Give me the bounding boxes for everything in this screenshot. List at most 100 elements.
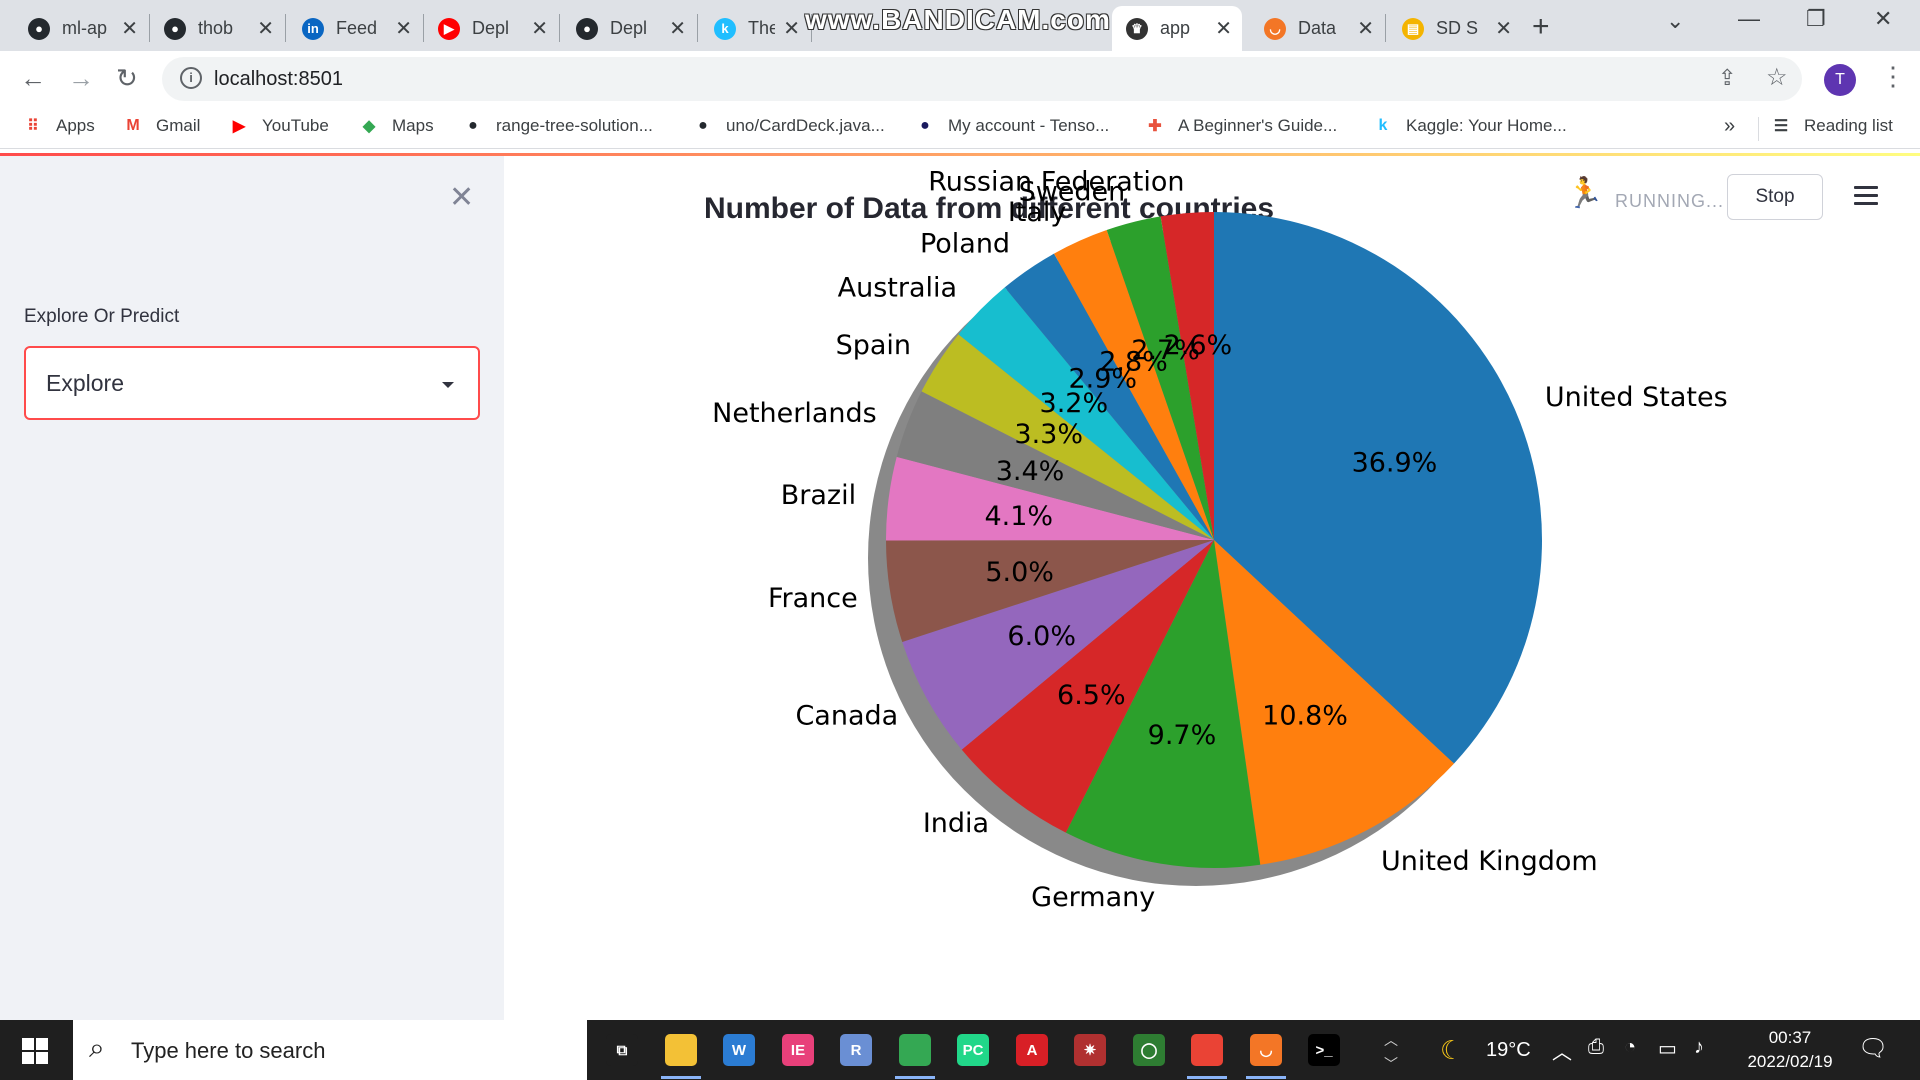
reload-icon[interactable]: ↻ [116, 63, 138, 93]
browser-tab[interactable]: k The S ✕ [700, 6, 810, 51]
wifi-icon[interactable]: ◔ [1624, 1036, 1637, 1058]
bookmark-item[interactable]: ▶ YouTube [228, 115, 329, 137]
browser-tab[interactable]: ▤ SD S ✕ [1388, 6, 1522, 51]
notifications-icon[interactable]: 🗨 [1858, 1035, 1889, 1062]
tab-close-icon[interactable]: ✕ [1215, 18, 1232, 40]
tab-close-icon[interactable]: ✕ [1357, 18, 1374, 40]
tab-separator [1385, 14, 1386, 42]
bookmark-label: Maps [392, 116, 434, 135]
address-bar[interactable]: i localhost:8501 ⇪ ☆ [162, 57, 1802, 101]
forward-arrow-icon[interactable]: → [68, 63, 94, 93]
bookmark-item[interactable]: M Gmail [122, 115, 200, 137]
chrome-icon[interactable] [899, 1034, 931, 1066]
browser-tab[interactable]: ▶ Depl ✕ [424, 6, 558, 51]
browser-tab[interactable]: ♛ app ✕ [1112, 6, 1242, 51]
bookmark-star-icon[interactable]: ☆ [1766, 64, 1788, 91]
pycharm-icon[interactable]: PC [957, 1034, 989, 1066]
window-close-button[interactable]: ✕ [1874, 6, 1893, 31]
bookmark-item[interactable]: ◆ Maps [358, 115, 434, 137]
tab-separator [811, 14, 812, 42]
pie-percent-label: 4.1% [984, 501, 1053, 532]
browser-tab[interactable]: ● thob ✕ [150, 6, 284, 51]
minimize-button[interactable]: — [1738, 6, 1760, 31]
explore-or-predict-select[interactable]: Explore [24, 346, 480, 420]
tab-title: thob [198, 18, 234, 38]
share-icon[interactable]: ⇪ [1718, 65, 1737, 90]
tab-close-icon[interactable]: ✕ [783, 18, 800, 40]
restore-button[interactable]: ❐ [1806, 6, 1826, 31]
bookmark-item[interactable]: ✚ A Beginner's Guide... [1144, 115, 1337, 137]
github-icon: ● [576, 17, 598, 40]
tab-title: Depl [472, 18, 510, 38]
tab-close-icon[interactable]: ✕ [121, 18, 138, 40]
url-text[interactable]: localhost:8501 [214, 68, 343, 90]
bookmarks-overflow-button[interactable]: » [1724, 115, 1736, 137]
tray-chevron-icon[interactable]: ︿ [1552, 1042, 1572, 1064]
reading-list-button[interactable]: ☰ Reading list [1770, 115, 1893, 137]
bookmark-item[interactable]: ● My account - Tenso... [914, 115, 1109, 137]
tab-title: The S [748, 18, 776, 38]
taskbar-clock[interactable]: 00:37 2022/02/19 [1730, 1026, 1850, 1074]
tab-close-icon[interactable]: ✕ [395, 18, 412, 40]
github-icon: ● [28, 17, 50, 40]
tab-close-icon[interactable]: ✕ [1495, 18, 1512, 40]
taskbar-active-indicator [895, 1076, 935, 1079]
browser-tab[interactable]: in Feed ✕ [288, 6, 422, 51]
bookmark-item[interactable]: ● uno/CardDeck.java... [692, 115, 885, 137]
running-man-icon: 🏃 [1566, 177, 1604, 210]
bookmark-label: uno/CardDeck.java... [726, 116, 885, 135]
pie-category-label: Netherlands [712, 398, 877, 429]
file-explorer-icon[interactable] [665, 1034, 697, 1066]
weather-moon-icon[interactable]: ☾ [1440, 1035, 1464, 1065]
stop-button[interactable]: Stop [1727, 174, 1823, 220]
guide-icon: ✚ [1148, 118, 1162, 135]
app-menu-icon[interactable] [1854, 186, 1878, 206]
app-w-icon[interactable]: W [723, 1034, 755, 1066]
site-info-icon[interactable]: i [180, 67, 202, 89]
pie-slice [902, 540, 1214, 750]
r-icon[interactable]: R [840, 1034, 872, 1066]
youtube-icon: ▶ [438, 17, 460, 40]
network-app-icon[interactable]: ✷ [1074, 1034, 1106, 1066]
tab-close-icon[interactable]: ✕ [669, 18, 686, 40]
taskbar-search-input[interactable]: Type here to search [131, 1038, 326, 1063]
bookmark-item[interactable]: ⠿ Apps [22, 115, 95, 137]
weather-temperature[interactable]: 19°C [1486, 1039, 1531, 1061]
battery-icon[interactable]: ▭ [1658, 1038, 1677, 1060]
bookmark-item[interactable]: k Kaggle: Your Home... [1372, 115, 1567, 137]
profile-avatar[interactable]: T [1824, 64, 1856, 96]
back-arrow-icon[interactable]: ← [20, 63, 46, 93]
bookmark-item[interactable]: ● range-tree-solution... [462, 115, 653, 137]
pie-percent-label: 10.8% [1262, 700, 1348, 731]
acrobat-icon[interactable]: A [1016, 1034, 1048, 1066]
tab-close-icon[interactable]: ✕ [257, 18, 274, 40]
pie-slice [1054, 230, 1214, 541]
pie-category-label: Poland [920, 228, 1010, 259]
windows-start-icon[interactable] [22, 1038, 48, 1064]
browser-tab[interactable]: ● Depl ✕ [562, 6, 696, 51]
browser-tab[interactable]: ● ml-ap ✕ [14, 6, 148, 51]
streamlit-icon: ♛ [1126, 17, 1148, 40]
taskbar-search[interactable]: ⌕ Type here to search [73, 1020, 587, 1080]
chrome-active-icon[interactable] [1191, 1034, 1223, 1066]
pie-labels: 36.9% United States 10.8% United Kingdom 9.7… [712, 166, 1728, 913]
tray-device-icon[interactable]: ⎙ [1588, 1036, 1604, 1058]
search-icon: ⌕ [89, 1032, 105, 1063]
jupyter-taskbar-icon[interactable]: ◡ [1250, 1034, 1282, 1066]
taskbar: ⌕ Type here to search ⧉ W IE R PC A ✷ ◯ ◡ >_ ︿ ﹀ ☾… [0, 1020, 1920, 1080]
browser-tab[interactable]: ◡ Data ✕ [1250, 6, 1384, 51]
pie-slice [886, 540, 1214, 642]
close-sidebar-icon[interactable]: ✕ [449, 181, 475, 214]
intellij-icon[interactable]: IE [782, 1034, 814, 1066]
volume-icon[interactable]: ♪ [1694, 1036, 1704, 1058]
tab-search-chevron-icon[interactable]: ⌄ [1666, 8, 1685, 33]
terminal-icon[interactable]: >_ [1308, 1034, 1340, 1066]
sidebar: ✕ Explore Or Predict Explore [0, 156, 504, 1020]
browser-menu-icon[interactable]: ⋮ [1880, 61, 1906, 91]
taskbar-scroll-arrows[interactable]: ︿ ﹀ [1384, 1032, 1398, 1072]
circle-app-icon[interactable]: ◯ [1133, 1034, 1165, 1066]
tab-close-icon[interactable]: ✕ [531, 18, 548, 40]
gmail-icon: M [126, 117, 140, 134]
task-view-icon[interactable]: ⧉ [606, 1034, 638, 1066]
new-tab-button[interactable]: + [1532, 10, 1550, 43]
